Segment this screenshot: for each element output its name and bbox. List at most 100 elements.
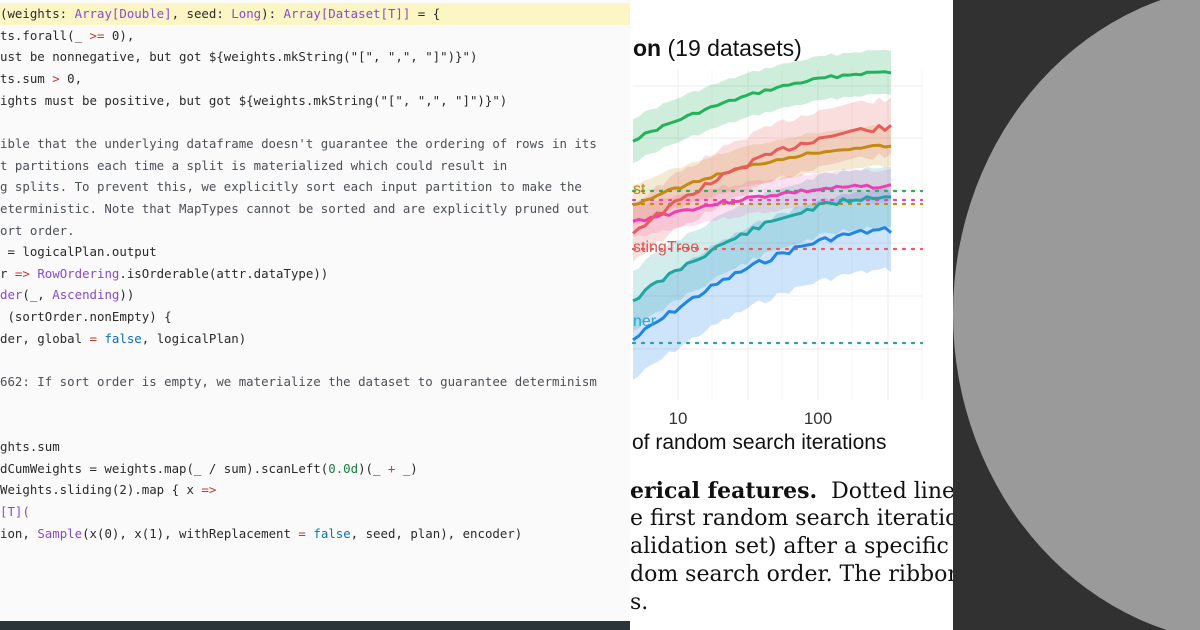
code-editor: ion, Sample(x(0), x(1), withReplacement … — [0, 0, 630, 630]
code-line: ts.forall(_ >= 0), — [0, 25, 134, 47]
ribbon-blue — [633, 187, 891, 380]
x-axis-label: of random search iterations — [632, 431, 886, 454]
line-gold — [632, 143, 892, 207]
code-token: false — [313, 525, 351, 541]
code-token: 0), — [104, 27, 135, 43]
code-token: t partitions each time a split is materi… — [0, 157, 508, 173]
figure-plot: on (19 datasets) st stingTree ner 10 100 of r… — [631, 35, 924, 454]
code-line: g splits. To prevent this, we explicitly… — [0, 176, 582, 198]
decorative-circle — [953, 0, 1200, 630]
code-token: = — [298, 525, 306, 541]
caption-text: s. — [630, 590, 649, 615]
line-pink — [632, 183, 892, 223]
code-line: ust be nonnegative, but got ${weights.mk… — [0, 46, 477, 68]
caption-text: Dotted lines — [817, 479, 953, 504]
code-token: eterministic. Note that MapTypes cannot … — [0, 200, 590, 216]
code-token: ): — [261, 6, 284, 21]
line-red — [632, 124, 892, 235]
code-token: .isOrderable(attr.dataType)) — [119, 265, 329, 281]
code-token: => — [14, 265, 30, 281]
code-token: (weights: — [0, 6, 75, 21]
line-teal — [632, 195, 892, 303]
code-line: ort order. — [0, 220, 75, 242]
code-token: _) — [395, 460, 418, 476]
code-token: ights must be positive, but got ${weight… — [0, 92, 508, 108]
code-token: => — [201, 482, 217, 498]
line-green — [632, 70, 892, 143]
code-token: g splits. To prevent this, we explicitly… — [0, 179, 582, 195]
code-line: [T]( — [0, 501, 30, 523]
caption-line: s. — [630, 590, 648, 615]
code-token: der, global — [0, 330, 90, 346]
code-line: ights must be positive, but got ${weight… — [0, 90, 507, 112]
code-token: ion, — [0, 525, 38, 541]
code-line: der, global = false, logicalPlan) — [0, 328, 246, 350]
code-token: 0, — [59, 70, 83, 86]
paper-figure: on (19 datasets) st stingTree ner 10 100 of r… — [630, 0, 953, 630]
plot-area — [633, 70, 923, 400]
code-token: (x(0), x(1), withReplacement — [82, 525, 299, 541]
code-token: >= — [89, 27, 105, 43]
code-token: 0.0d — [328, 460, 359, 476]
code-line: eterministic. Note that MapTypes cannot … — [0, 198, 589, 220]
code-token: ts.forall(_ — [0, 27, 90, 43]
code-token: Weights.sliding(2).map { x — [0, 482, 202, 498]
code-line: ible that the underlying dataframe doesn… — [0, 133, 597, 155]
code-token: , seed, plan), encoder) — [350, 525, 523, 541]
code-token: = logicalPlan.output — [0, 244, 157, 260]
line-blue — [632, 226, 892, 342]
code-token: ort order. — [0, 222, 75, 238]
code-line: ghts.sum — [0, 436, 60, 458]
code-line: (sortOrder.nonEmpty) { — [0, 306, 171, 328]
editor-status-bar — [0, 621, 630, 630]
code-token: + — [387, 460, 396, 476]
code-token: 662: If sort order is empty, we material… — [0, 374, 597, 390]
caption-line: alidation set) after a specific — [630, 534, 949, 559]
code-token: , logicalPlan) — [141, 330, 247, 346]
code-line: (weights: Array[Double], seed: Long): Ar… — [0, 3, 630, 25]
code-token: Array[Dataset[T]] — [283, 6, 411, 21]
code-token: Sample — [37, 525, 83, 541]
code-token: false — [104, 330, 142, 346]
code-line: dCumWeights = weights.map(_ / sum).scanL… — [0, 458, 418, 480]
series-label: ner — [633, 313, 657, 330]
code-token: Long — [231, 6, 262, 21]
code-token: (_, — [22, 287, 53, 303]
series-label: st — [633, 181, 646, 198]
caption-line: e first random search iteration. — [630, 506, 953, 531]
code-token: )) — [119, 287, 135, 303]
caption-line: dom search order. The ribbon — [630, 562, 953, 587]
code-line: t partitions each time a split is materi… — [0, 155, 507, 177]
code-line: Weights.sliding(2).map { x => — [0, 479, 216, 501]
x-tick-label: 10 — [669, 409, 688, 428]
code-token: Ascending — [52, 287, 120, 303]
code-token: > — [52, 70, 60, 86]
code-token: ible that the underlying dataframe doesn… — [0, 135, 597, 151]
caption-line: erical features. Dotted lines — [630, 478, 953, 504]
code-line: ion, Sample(x(0), x(1), withReplacement … — [0, 523, 522, 545]
code-token: r — [0, 265, 15, 281]
code-token: RowOrdering — [37, 265, 120, 281]
figure-title-rest: (19 datasets) — [661, 35, 802, 61]
code-line: r => RowOrdering.isOrderable(attr.dataTy… — [0, 263, 328, 285]
code-line: ts.sum > 0, — [0, 68, 82, 90]
figure-title-bold: on — [633, 35, 661, 61]
code-token: der — [0, 287, 23, 303]
code-line: der(_, Ascending)) — [0, 284, 134, 306]
code-token: )(_ — [358, 460, 388, 476]
caption-bold: erical features. — [630, 478, 818, 504]
code-line: 662: If sort order is empty, we material… — [0, 371, 597, 393]
figure-title: on (19 datasets) — [633, 35, 802, 61]
decorative-background — [953, 0, 1200, 630]
code-token: = { — [410, 6, 441, 21]
caption-text: dom search order. The ribbon — [630, 562, 953, 587]
code-token: [T]( — [0, 503, 30, 519]
code-token: dCumWeights = weights.map(_ / sum).scanL… — [0, 460, 329, 476]
code-token: ts.sum — [0, 70, 53, 86]
caption-text: alidation set) after a specific — [630, 534, 949, 559]
series-label: stingTree — [633, 239, 699, 256]
code-token: ghts.sum — [0, 439, 60, 454]
caption-text: e first random search iteration. — [630, 506, 953, 531]
code-token: = — [89, 330, 97, 346]
code-token: ust be nonnegative, but got ${weights.mk… — [0, 49, 478, 65]
